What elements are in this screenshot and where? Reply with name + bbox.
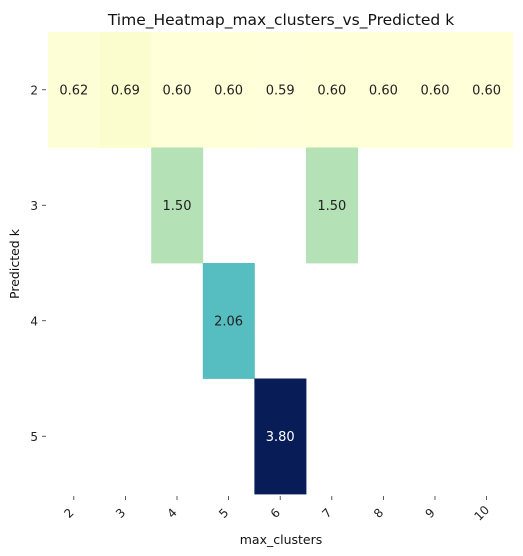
- cell-value-label: 0.60: [214, 83, 243, 98]
- x-tick-label: 8: [371, 506, 386, 521]
- cell-value-label: 0.60: [472, 83, 501, 98]
- x-tick-label: 6: [268, 506, 283, 521]
- x-tick-label: 2: [61, 506, 76, 521]
- heatmap-cell: [99, 32, 152, 148]
- cell-value-labels: 0.62 0.69 0.60 0.60 0.59 0.60 0.60 0.60 0.60 1.50…: [59, 83, 501, 445]
- x-axis-ticks: 2 3 4 5 6 7 8 9 10: [61, 496, 492, 524]
- cell-value-label: 1.50: [317, 199, 346, 214]
- heatmap-cell: [151, 147, 204, 264]
- heatmap-cell: [409, 32, 462, 148]
- heatmap-cell: [357, 32, 410, 148]
- x-tick-label: 3: [113, 506, 128, 521]
- heatmap-cell: [48, 32, 100, 148]
- cell-value-label: 0.60: [369, 83, 398, 98]
- heatmap-cell: [306, 147, 358, 264]
- cell-value-label: 0.62: [59, 83, 88, 98]
- cell-value-label: 0.60: [163, 83, 192, 98]
- y-axis-label: Predicted k: [7, 228, 22, 299]
- x-tick-label: 7: [319, 506, 334, 521]
- cell-value-label: 0.60: [317, 83, 346, 98]
- x-axis-label: max_clusters: [240, 532, 323, 547]
- x-tick-label: 10: [471, 503, 492, 524]
- y-tick-label: 3: [30, 199, 38, 213]
- y-axis-ticks: 2 3 4 5: [30, 83, 46, 444]
- heatmap-cell: [151, 32, 204, 148]
- cell-value-label: 0.59: [266, 83, 295, 98]
- cell-value-label: 2.06: [214, 314, 243, 329]
- y-tick-label: 4: [30, 314, 38, 328]
- x-tick-label: 9: [423, 506, 438, 521]
- heatmap-cell: [306, 32, 358, 148]
- x-tick-label: 5: [216, 506, 231, 521]
- cell-value-label: 1.50: [163, 199, 192, 214]
- heatmap-cell: [254, 32, 307, 148]
- y-tick-label: 2: [30, 83, 38, 97]
- heatmap-cells: [48, 32, 513, 495]
- cell-value-label: 0.60: [421, 83, 450, 98]
- heatmap-cell: [460, 32, 513, 148]
- heatmap-cell: [202, 32, 255, 148]
- x-tick-label: 4: [165, 506, 180, 521]
- chart-title: Time_Heatmap_max_clusters_vs_Predicted k: [107, 11, 454, 30]
- cell-value-label: 3.80: [266, 430, 295, 445]
- cell-value-label: 0.69: [111, 83, 140, 98]
- heatmap-cell: [254, 378, 307, 495]
- heatmap-cell: [202, 263, 255, 379]
- y-tick-label: 5: [30, 430, 38, 444]
